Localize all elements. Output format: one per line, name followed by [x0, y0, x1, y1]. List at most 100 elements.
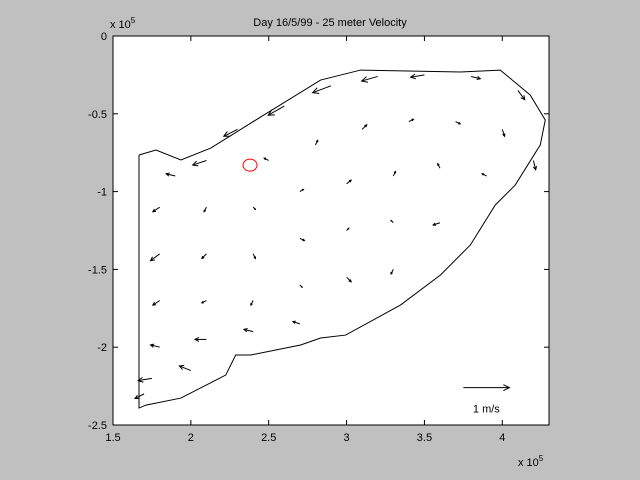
arrow-part: [348, 179, 353, 183]
arrow-part: [361, 75, 378, 82]
arrow-part: [432, 222, 441, 226]
y-tick-label: -1: [97, 187, 107, 199]
chart-title: Day 16/5/99 - 25 meter Velocity: [253, 17, 407, 29]
velocity-arrow: [193, 336, 207, 342]
velocity-arrow: [222, 128, 238, 137]
arrow-part: [203, 209, 207, 213]
velocity-arrow: [178, 365, 192, 372]
arrow-part: [364, 123, 368, 128]
velocity-arrow: [200, 300, 207, 304]
velocity-arrow: [299, 284, 303, 289]
arrow-part: [149, 343, 155, 348]
velocity-arrow: [252, 206, 257, 211]
arrow-part: [437, 162, 440, 166]
arrow-part: [517, 90, 526, 100]
velocity-arrow: [501, 129, 506, 138]
velocity-arrow: [346, 276, 352, 283]
velocity-arrow: [455, 121, 462, 125]
arrow-part: [292, 321, 301, 325]
arrow-part: [409, 73, 417, 80]
y-exponent: 5: [131, 16, 136, 25]
velocity-arrow: [481, 173, 487, 177]
x-tick-label: 1.5: [105, 432, 120, 444]
velocity-arrow: [361, 123, 368, 130]
arrow-part: [347, 227, 350, 230]
arrow-part: [150, 344, 160, 348]
arrow-part: [263, 157, 267, 161]
arrow-part: [432, 222, 436, 226]
y-multiplier: x 105: [110, 16, 136, 31]
arrow-part: [520, 95, 526, 101]
velocity-arrow: [346, 227, 350, 231]
arrow-part: [178, 365, 185, 370]
x-tick-label: 2.5: [261, 432, 276, 444]
velocity-arrow: [201, 253, 207, 260]
velocity-arrow: [390, 269, 394, 275]
velocity-arrow: [314, 139, 319, 146]
velocity-arrow: [151, 206, 160, 213]
velocity-arrow: [360, 75, 378, 83]
arrow-part: [360, 76, 369, 83]
arrow-part: [150, 253, 161, 262]
arrow-part: [458, 121, 462, 125]
arrow-part: [250, 303, 253, 307]
velocity-arrow: [252, 253, 256, 260]
arrow-part: [133, 394, 139, 399]
velocity-arrow: [471, 75, 482, 81]
arrow-part: [193, 336, 200, 342]
y-tick-label: -1.5: [88, 264, 107, 276]
arrow-part: [179, 365, 192, 372]
velocity-arrow: [532, 160, 538, 171]
arrow-part: [348, 279, 352, 283]
arrow-part: [138, 377, 153, 382]
arrow-part: [301, 188, 305, 192]
y-multiplier-text: x 10: [110, 19, 131, 31]
y-tick-label: -0.5: [88, 109, 107, 121]
station-marker: [242, 158, 258, 172]
x-exponent: 5: [539, 454, 544, 463]
arrow-part: [254, 208, 257, 211]
y-tick-label: -2: [97, 342, 107, 354]
arrow-part: [243, 328, 254, 333]
velocity-arrow: [299, 237, 306, 242]
velocity-arrow: [250, 300, 254, 307]
velocity-arrow: [408, 118, 415, 123]
velocity-arrow: [242, 328, 254, 333]
velocity-arrow: [133, 393, 145, 399]
arrow-part: [481, 173, 485, 176]
velocity-arrow: [151, 300, 160, 306]
arrow-part: [151, 208, 157, 213]
velocity-arrow: [203, 206, 207, 213]
x-tick-label: 3.5: [417, 432, 432, 444]
arrow-part: [253, 256, 256, 260]
x-tick-label: 2: [188, 432, 194, 444]
arrow-part: [411, 118, 415, 122]
arrow-part: [393, 170, 397, 174]
axes-box: [112, 35, 550, 426]
velocity-arrow: [437, 162, 441, 169]
arrow-part: [267, 105, 285, 116]
arrow-part: [476, 75, 482, 81]
velocity-arrow: [346, 179, 353, 185]
y-tick-label: -2.5: [88, 420, 107, 432]
velocity-arrow: [267, 105, 285, 116]
x-tick-label: 4: [499, 432, 505, 444]
arrow-part: [192, 160, 207, 166]
arrow-part: [410, 74, 425, 78]
arrow-part: [390, 271, 393, 275]
velocity-arrow: [263, 157, 269, 161]
arrow-part: [390, 219, 393, 222]
velocity-arrow: [291, 320, 301, 325]
arrow-part: [149, 256, 156, 262]
y-tick-label: 0: [101, 31, 107, 43]
arrow-part: [532, 160, 537, 170]
arrow-part: [502, 133, 506, 138]
scale-label: 1 m/s: [473, 404, 500, 416]
arrow-part: [151, 302, 157, 306]
arrow-part: [532, 165, 538, 171]
arrow-part: [191, 160, 199, 167]
x-multiplier-text: x 10: [518, 457, 539, 469]
x-tick-label: 3: [344, 432, 350, 444]
arrow-part: [300, 285, 303, 289]
